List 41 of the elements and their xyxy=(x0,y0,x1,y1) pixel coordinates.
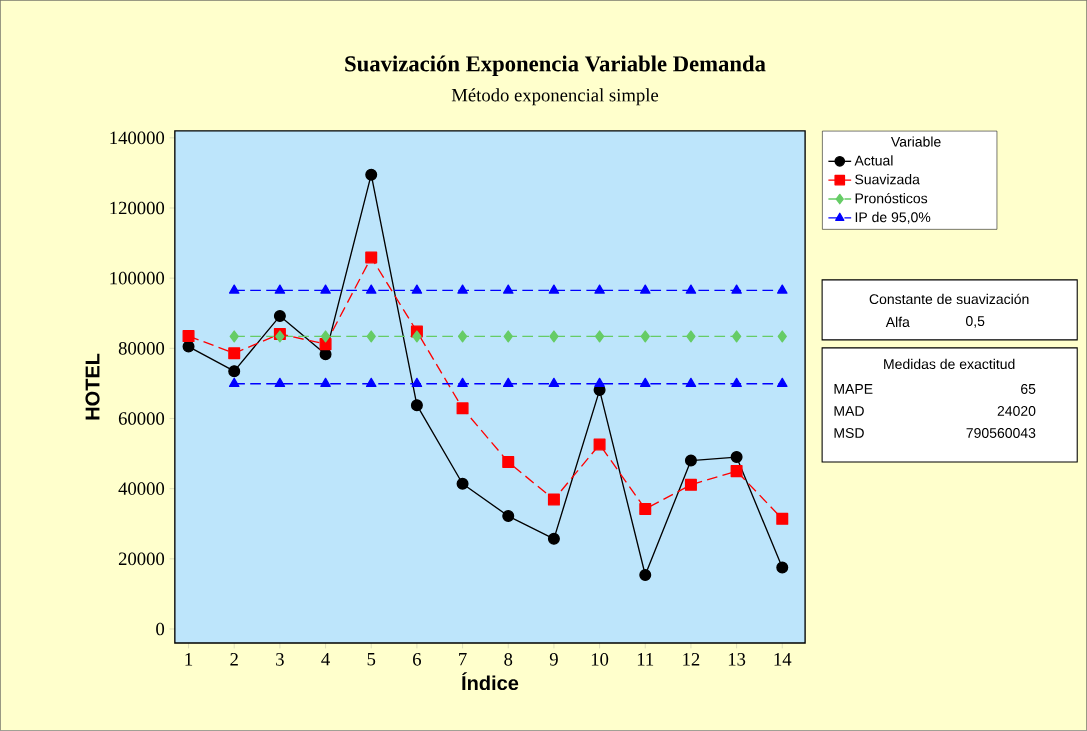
x-tick-label: 5 xyxy=(367,653,376,666)
y-tick-label: 120000 xyxy=(110,201,165,215)
legend-label: Pronósticos xyxy=(855,192,928,204)
x-tick-label: 9 xyxy=(549,653,558,666)
x-tick-label: 6 xyxy=(413,653,422,666)
x-tick-label: 8 xyxy=(504,653,513,666)
x-tick-label: 1 xyxy=(185,653,193,666)
x-tick-label: 2 xyxy=(230,653,238,666)
y-tick-label: 100000 xyxy=(110,271,165,285)
text: MSD xyxy=(834,428,864,438)
text: Alfa xyxy=(885,316,910,328)
text: 65 xyxy=(1021,384,1036,394)
y-tick-label: 0 xyxy=(156,622,165,636)
legend-title: Variable xyxy=(890,136,941,147)
x-tick-label: 13 xyxy=(728,653,746,666)
legend-label: IP de 95,0% xyxy=(855,211,931,224)
chart-subtitle: Método exponencial simple xyxy=(451,88,659,106)
x-tick-label: 14 xyxy=(774,653,792,666)
x-tick-label: 11 xyxy=(637,653,654,666)
text: Medidas de exactitud xyxy=(884,358,1015,370)
x-tick-label: 3 xyxy=(276,653,284,666)
legend-label: Suavizada xyxy=(855,174,920,185)
y-tick-label: 60000 xyxy=(118,412,165,425)
y-tick-label: 80000 xyxy=(118,342,165,355)
text: 24020 xyxy=(997,406,1036,416)
y-tick-label: 40000 xyxy=(118,482,165,496)
y-tick-label: 20000 xyxy=(118,552,165,566)
x-tick-label: 4 xyxy=(321,653,330,666)
text: MAPE xyxy=(834,384,873,394)
x-tick-label: 12 xyxy=(683,653,700,666)
x-tick-label: 7 xyxy=(459,653,467,666)
legend-label: Actual xyxy=(854,155,893,166)
chart-title: Suavización Exponencia Variable Demanda xyxy=(345,55,766,77)
x-axis-title: Índice xyxy=(462,672,519,691)
y-axis-title: HOTEL xyxy=(85,353,100,420)
y-tick-label: 140000 xyxy=(110,131,165,145)
x-tick-label: 10 xyxy=(591,653,609,666)
text: MAD xyxy=(834,406,864,416)
text: 0,5 xyxy=(965,316,985,328)
text: Constante de suavización xyxy=(869,293,1029,305)
text: 790560043 xyxy=(966,428,1036,438)
